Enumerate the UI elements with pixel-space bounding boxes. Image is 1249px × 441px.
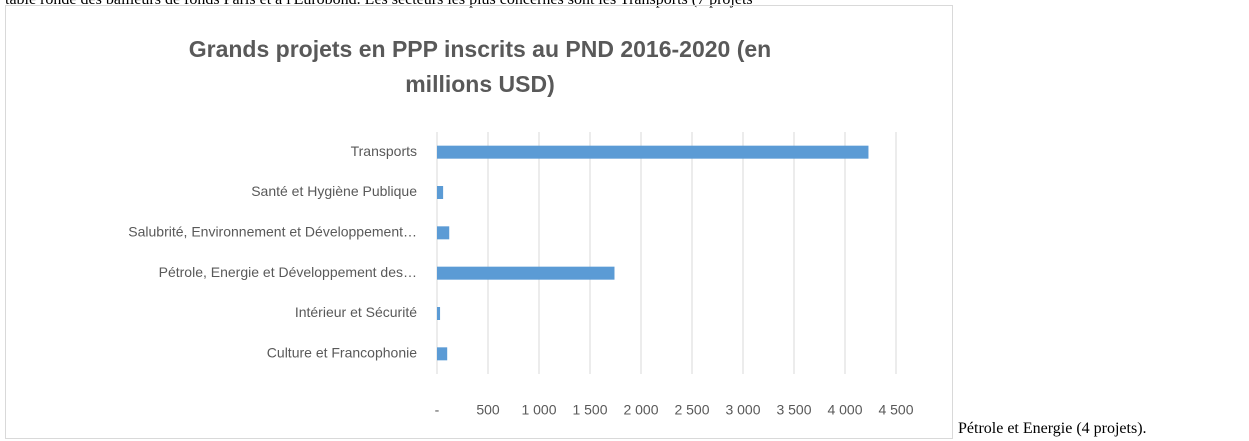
y-tick-label: Transports <box>351 143 417 159</box>
x-tick-label: 2 000 <box>623 402 658 418</box>
paragraph: Pétrole et Energie (4 projets). <box>958 420 1147 437</box>
bar <box>437 347 448 361</box>
x-tick-label: - <box>435 402 440 418</box>
y-tick-label: Culture et Francophonie <box>267 345 417 361</box>
x-tick-label: 3 000 <box>725 402 760 418</box>
bar <box>437 266 615 280</box>
y-tick-label: Santé et Hygiène Publique <box>251 183 417 199</box>
x-tick-label: 4 500 <box>878 402 913 418</box>
bar <box>437 145 869 159</box>
x-tick-label: 500 <box>476 402 500 418</box>
y-tick-label: Salubrité, Environnement et Développemen… <box>128 224 417 240</box>
chart-frame <box>5 5 953 439</box>
x-tick-label: 1 500 <box>572 402 607 418</box>
paragraph: table ronde des bailleurs de fonds Paris… <box>5 0 753 9</box>
bar <box>437 307 441 320</box>
x-tick-label: 2 500 <box>674 402 709 418</box>
bar <box>437 186 444 199</box>
bar <box>437 226 450 240</box>
y-tick-label: Intérieur et Sécurité <box>295 304 417 320</box>
chart: - 500 1 000 1 500 2 000 2 500 3 000 3 500 4 000 4… <box>128 132 914 418</box>
x-tick-label: 3 500 <box>776 402 811 418</box>
x-tick-label: 1 000 <box>521 402 556 418</box>
x-tick-label: 4 000 <box>827 402 862 418</box>
y-tick-label: Pétrole, Energie et Développement des… <box>159 264 417 280</box>
chart-title: Grands projets en PPP inscrits au PND 20… <box>188 36 772 97</box>
